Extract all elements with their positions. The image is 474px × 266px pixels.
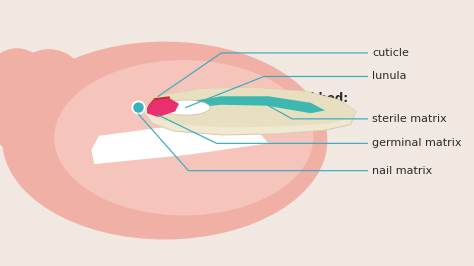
Ellipse shape [35, 132, 88, 181]
Polygon shape [144, 88, 356, 135]
Ellipse shape [161, 100, 210, 115]
Ellipse shape [2, 41, 328, 239]
Ellipse shape [0, 83, 64, 155]
Polygon shape [148, 96, 172, 111]
Ellipse shape [54, 60, 313, 215]
Text: nail matrix: nail matrix [372, 166, 432, 176]
Polygon shape [181, 96, 325, 113]
Text: germinal matrix: germinal matrix [372, 138, 462, 148]
Circle shape [132, 101, 145, 114]
Polygon shape [146, 88, 356, 127]
Text: lunula: lunula [372, 72, 407, 81]
Polygon shape [147, 98, 179, 117]
Text: nail bed:: nail bed: [290, 92, 348, 105]
Ellipse shape [0, 48, 45, 101]
Text: cuticle: cuticle [372, 48, 409, 58]
Ellipse shape [15, 49, 83, 109]
Text: sterile matrix: sterile matrix [372, 114, 447, 124]
Polygon shape [91, 122, 268, 164]
